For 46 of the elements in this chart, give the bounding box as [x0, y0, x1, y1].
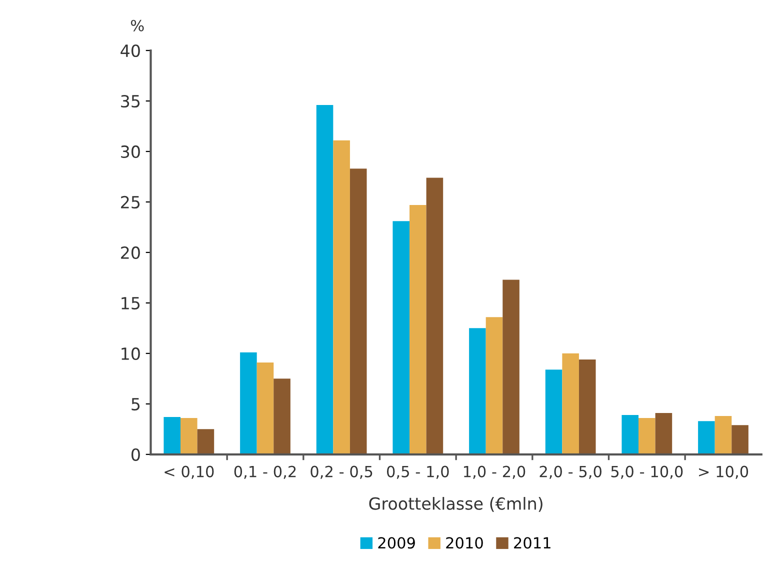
y-tick-label: 30: [121, 145, 140, 158]
x-tick-label: 0,2 - 0,5: [310, 466, 372, 479]
bar: [197, 429, 214, 454]
bar: [545, 370, 562, 454]
x-tick-label: < 0,10: [164, 466, 214, 479]
bar: [732, 425, 748, 454]
bar: [714, 416, 732, 454]
bar: [622, 415, 639, 454]
bar: [392, 221, 410, 454]
x-tick-label: 2,0 - 5,0: [540, 466, 602, 479]
y-tick-label: 40: [120, 44, 140, 58]
x-tick-label: 0,1 - 0,2: [234, 466, 296, 479]
y-tick-label: 25: [121, 196, 140, 209]
bar: [502, 280, 520, 454]
x-tick-label: > 10,0: [699, 466, 748, 479]
bar: [274, 378, 290, 454]
bar: [486, 317, 503, 454]
bar: [698, 421, 715, 454]
y-tick-label: 5: [132, 398, 140, 410]
bar: [410, 204, 426, 454]
x-tick-label: 1,0 - 2,0: [464, 466, 526, 479]
y-tick-label: 15: [122, 297, 140, 310]
bar: [180, 418, 198, 454]
legend-label: 2009: [378, 537, 415, 549]
bar: [164, 417, 181, 454]
bar: [333, 140, 350, 454]
bar: [256, 362, 274, 454]
y-tick-label: 35: [121, 94, 140, 108]
bar: [655, 413, 672, 454]
bar: [316, 105, 334, 454]
bar: [350, 168, 367, 454]
bar: [562, 353, 579, 454]
legend-label: 2011: [514, 537, 550, 549]
bar: [578, 359, 596, 454]
bar: [469, 328, 486, 454]
y-tick-label: 10: [122, 347, 140, 360]
legend-label: 2010: [446, 537, 483, 549]
y-tick-label: 0: [132, 448, 140, 461]
x-tick-label: 0,5 - 1,0: [387, 466, 449, 479]
bar: [426, 178, 444, 454]
y-axis-title: %: [130, 20, 144, 32]
y-tick-label: 20: [121, 246, 140, 260]
bar: [638, 418, 656, 454]
x-tick-label: 5,0 - 10,0: [611, 466, 683, 479]
x-axis-title: Grootteklasse (€mln): [369, 496, 542, 512]
bar: [240, 352, 257, 454]
